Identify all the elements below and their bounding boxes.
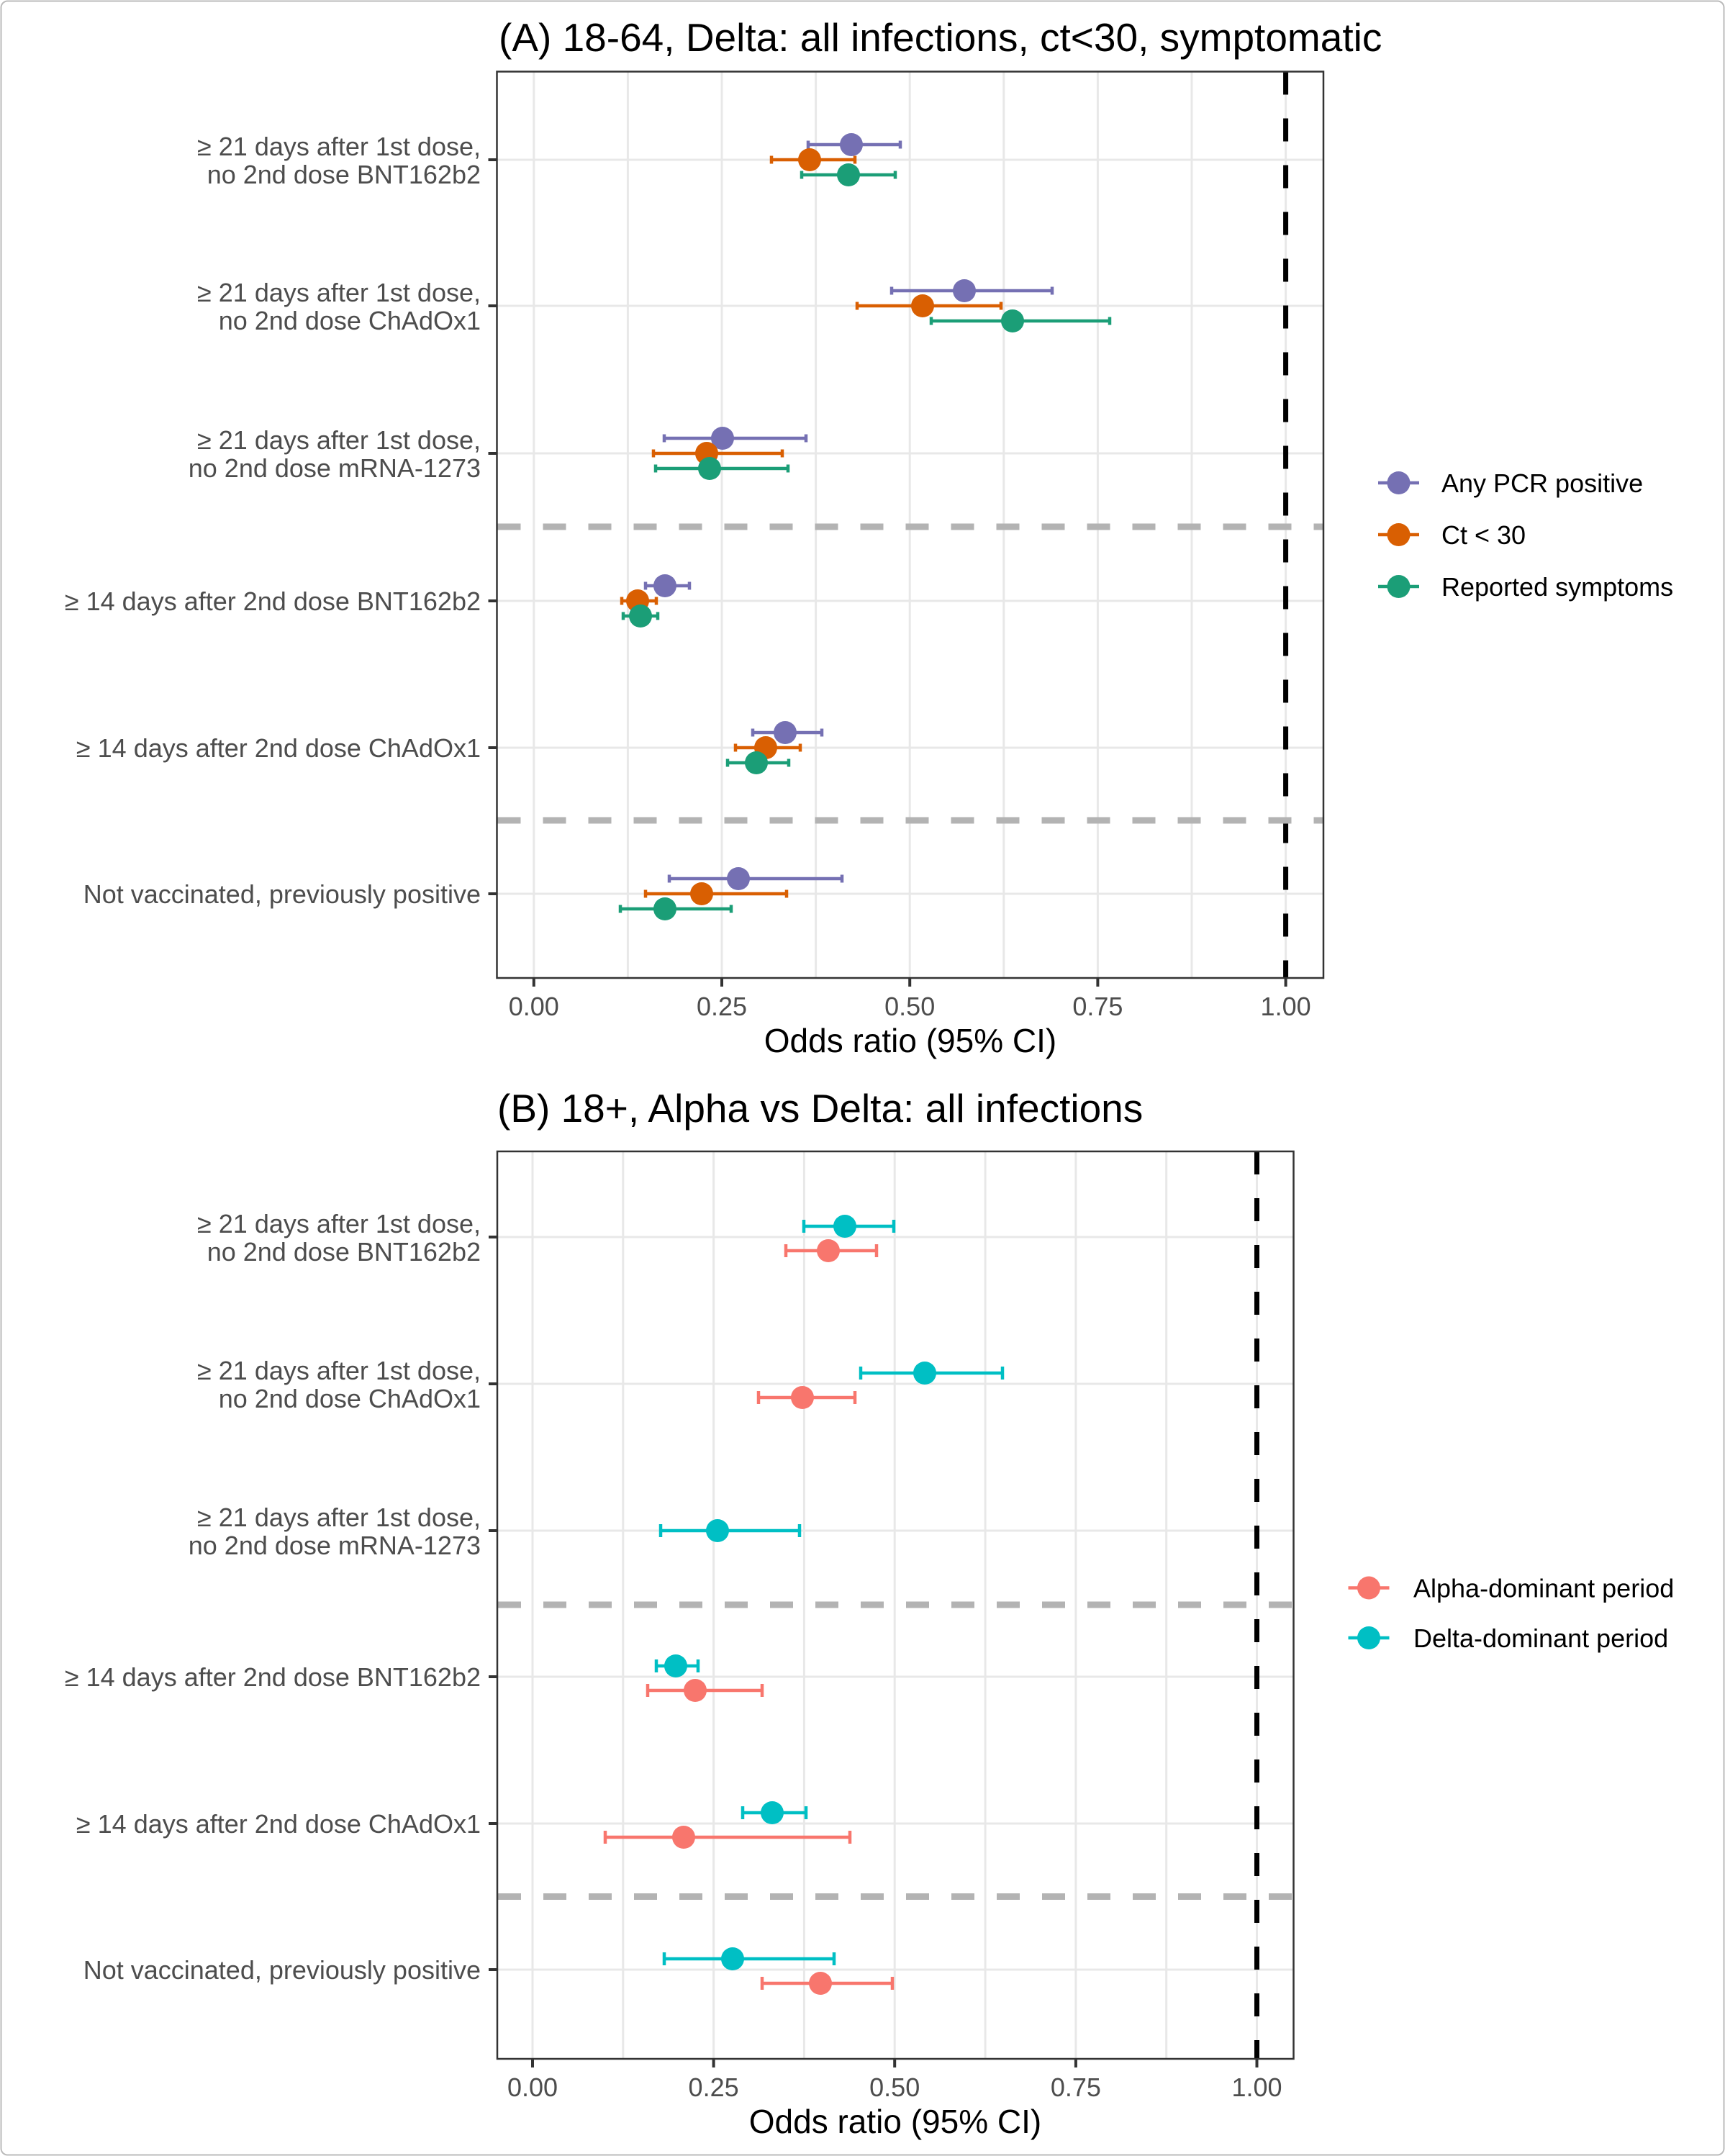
- svg-text:(B) 18+, Alpha vs Delta: all i: (B) 18+, Alpha vs Delta: all infections: [497, 1086, 1143, 1131]
- svg-text:0.25: 0.25: [697, 992, 747, 1021]
- svg-text:0.50: 0.50: [884, 992, 935, 1021]
- svg-text:no 2nd dose mRNA-1273: no 2nd dose mRNA-1273: [189, 1531, 481, 1560]
- svg-text:(A) 18-64, Delta: all infectio: (A) 18-64, Delta: all infections, ct<30,…: [499, 15, 1382, 60]
- svg-text:0.75: 0.75: [1051, 2073, 1101, 2102]
- svg-text:≥ 21 days after 1st dose,: ≥ 21 days after 1st dose,: [197, 425, 481, 455]
- svg-text:≥ 21 days after 1st dose,: ≥ 21 days after 1st dose,: [197, 278, 481, 307]
- svg-text:1.00: 1.00: [1261, 992, 1311, 1021]
- svg-text:no 2nd dose mRNA-1273: no 2nd dose mRNA-1273: [189, 453, 481, 483]
- svg-text:no 2nd dose BNT162b2: no 2nd dose BNT162b2: [207, 1237, 481, 1267]
- svg-text:Not vaccinated, previously pos: Not vaccinated, previously positive: [83, 1955, 481, 1985]
- svg-text:≥ 14 days after 2nd dose BNT16: ≥ 14 days after 2nd dose BNT162b2: [65, 586, 481, 616]
- svg-text:≥ 21 days after 1st dose,: ≥ 21 days after 1st dose,: [197, 132, 481, 161]
- svg-text:≥ 21 days after 1st dose,: ≥ 21 days after 1st dose,: [197, 1356, 481, 1385]
- svg-text:Alpha-dominant period: Alpha-dominant period: [1413, 1574, 1674, 1603]
- svg-text:Odds ratio (95% CI): Odds ratio (95% CI): [749, 2103, 1041, 2140]
- svg-text:≥ 14 days after 2nd dose BNT16: ≥ 14 days after 2nd dose BNT162b2: [65, 1662, 481, 1692]
- svg-text:≥ 21 days after 1st dose,: ≥ 21 days after 1st dose,: [197, 1209, 481, 1238]
- svg-text:Ct < 30: Ct < 30: [1441, 520, 1526, 550]
- svg-text:≥ 14 days after 2nd dose ChAdO: ≥ 14 days after 2nd dose ChAdOx1: [76, 733, 481, 763]
- svg-text:no 2nd dose BNT162b2: no 2nd dose BNT162b2: [207, 160, 481, 189]
- svg-text:Reported symptoms: Reported symptoms: [1441, 572, 1673, 602]
- svg-text:Odds ratio (95% CI): Odds ratio (95% CI): [764, 1022, 1056, 1059]
- svg-text:0.00: 0.00: [509, 992, 559, 1021]
- svg-text:≥ 21 days after 1st dose,: ≥ 21 days after 1st dose,: [197, 1503, 481, 1532]
- svg-text:0.00: 0.00: [507, 2073, 558, 2102]
- svg-text:Not vaccinated, previously pos: Not vaccinated, previously positive: [83, 879, 481, 909]
- svg-text:Delta-dominant period: Delta-dominant period: [1413, 1623, 1668, 1653]
- svg-text:1.00: 1.00: [1231, 2073, 1282, 2102]
- svg-text:0.50: 0.50: [869, 2073, 920, 2102]
- svg-text:0.25: 0.25: [689, 2073, 739, 2102]
- svg-text:no 2nd dose ChAdOx1: no 2nd dose ChAdOx1: [219, 1384, 481, 1413]
- svg-text:0.75: 0.75: [1072, 992, 1123, 1021]
- svg-text:Any PCR positive: Any PCR positive: [1441, 468, 1643, 498]
- svg-text:no 2nd dose ChAdOx1: no 2nd dose ChAdOx1: [219, 306, 481, 335]
- svg-text:≥ 14 days after 2nd dose ChAdO: ≥ 14 days after 2nd dose ChAdOx1: [76, 1809, 481, 1839]
